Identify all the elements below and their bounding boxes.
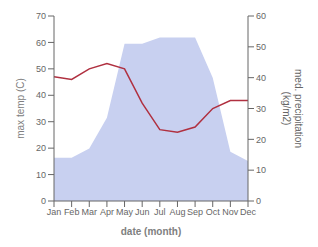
svg-text:60: 60 bbox=[256, 11, 266, 21]
svg-text:Oct: Oct bbox=[206, 207, 221, 217]
svg-text:50: 50 bbox=[36, 64, 46, 74]
svg-text:Nov: Nov bbox=[222, 207, 239, 217]
svg-text:40: 40 bbox=[256, 73, 266, 83]
svg-text:Sep: Sep bbox=[187, 207, 203, 217]
svg-text:Aug: Aug bbox=[169, 207, 185, 217]
svg-text:Mar: Mar bbox=[82, 207, 98, 217]
svg-text:Jun: Jun bbox=[135, 207, 150, 217]
svg-text:20: 20 bbox=[256, 135, 266, 145]
svg-text:date (month): date (month) bbox=[121, 226, 182, 237]
svg-text:Feb: Feb bbox=[64, 207, 80, 217]
svg-text:Dec: Dec bbox=[240, 207, 257, 217]
svg-text:Apr: Apr bbox=[100, 207, 114, 217]
svg-text:10: 10 bbox=[36, 170, 46, 180]
svg-text:Jul: Jul bbox=[154, 207, 166, 217]
svg-text:Jan: Jan bbox=[47, 207, 62, 217]
svg-text:0: 0 bbox=[41, 196, 46, 206]
svg-text:May: May bbox=[116, 207, 134, 217]
svg-text:70: 70 bbox=[36, 11, 46, 21]
svg-text:0: 0 bbox=[256, 196, 261, 206]
svg-text:med. precipitation(kg/m2): med. precipitation(kg/m2) bbox=[281, 69, 304, 148]
svg-text:50: 50 bbox=[256, 42, 266, 52]
svg-text:30: 30 bbox=[36, 117, 46, 127]
svg-text:20: 20 bbox=[36, 143, 46, 153]
svg-text:10: 10 bbox=[256, 165, 266, 175]
svg-text:40: 40 bbox=[36, 90, 46, 100]
svg-text:30: 30 bbox=[256, 104, 266, 114]
svg-text:max temp (C): max temp (C) bbox=[15, 78, 26, 139]
svg-text:60: 60 bbox=[36, 38, 46, 48]
